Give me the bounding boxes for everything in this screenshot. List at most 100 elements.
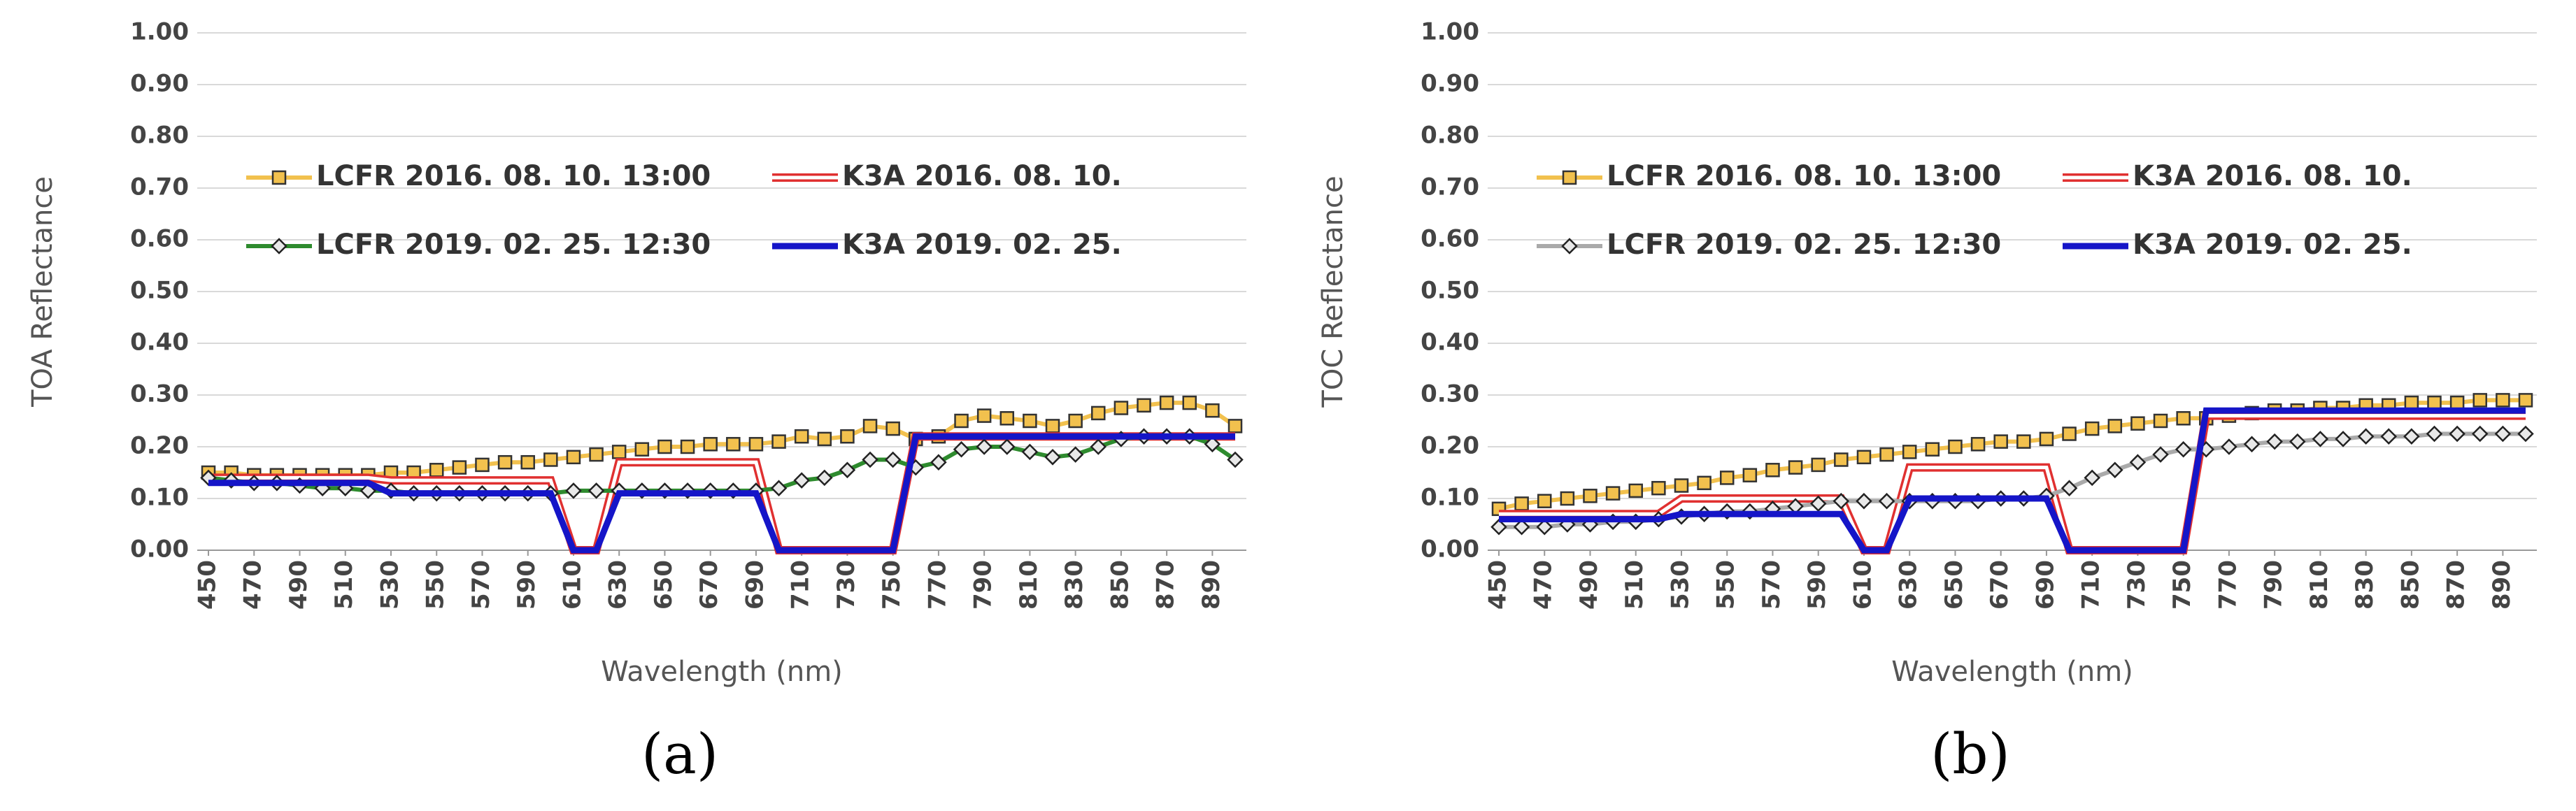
marker bbox=[1227, 451, 1244, 468]
marker bbox=[2335, 431, 2351, 447]
x-tick-label: 650 bbox=[650, 560, 678, 610]
marker bbox=[884, 451, 902, 468]
series-line bbox=[1498, 398, 2526, 511]
marker bbox=[793, 472, 810, 489]
panel-label: (a) bbox=[641, 722, 718, 787]
marker bbox=[1833, 492, 1850, 510]
x-tick-label: 630 bbox=[1895, 560, 1923, 610]
x-tick-label: 490 bbox=[285, 560, 313, 610]
marker bbox=[1068, 413, 1083, 429]
marker bbox=[1925, 442, 1940, 457]
marker bbox=[1536, 518, 1553, 536]
x-tick-label: 570 bbox=[1758, 560, 1786, 610]
marker bbox=[2221, 438, 2237, 455]
legend-label: K3A 2019. 02. 25. bbox=[842, 229, 1122, 261]
x-tick-label: 610 bbox=[558, 560, 586, 610]
marker bbox=[2176, 411, 2191, 426]
x-tick-label: 890 bbox=[1197, 560, 1225, 610]
series-line-inner bbox=[1499, 414, 2526, 552]
x-tick-label: 830 bbox=[1060, 560, 1088, 610]
y-tick-label: 1.00 bbox=[1421, 18, 1479, 46]
x-tick-label: 470 bbox=[239, 560, 267, 610]
x-tick-label: 550 bbox=[1712, 560, 1740, 610]
marker bbox=[520, 454, 535, 470]
marker bbox=[2129, 454, 2147, 471]
marker bbox=[2107, 419, 2123, 433]
x-tick-label: 450 bbox=[194, 560, 222, 610]
marker bbox=[2084, 469, 2100, 487]
x-tick-label: 470 bbox=[1530, 560, 1558, 610]
x-tick-label: 810 bbox=[1015, 560, 1043, 610]
marker bbox=[271, 170, 287, 185]
x-axis-title: Wavelength (nm) bbox=[601, 656, 843, 688]
marker bbox=[1765, 463, 1780, 478]
y-tick-label: 0.50 bbox=[130, 277, 189, 305]
x-tick-label: 710 bbox=[787, 560, 815, 610]
marker bbox=[2518, 393, 2533, 408]
marker bbox=[999, 411, 1015, 426]
x-tick-label: 770 bbox=[2214, 560, 2242, 610]
marker bbox=[1562, 170, 1577, 185]
marker bbox=[771, 434, 786, 449]
marker bbox=[475, 457, 490, 473]
marker bbox=[2517, 425, 2534, 443]
x-tick-label: 730 bbox=[2123, 560, 2151, 610]
marker bbox=[1605, 486, 1621, 501]
marker bbox=[703, 437, 718, 452]
x-tick-label: 730 bbox=[832, 560, 860, 610]
marker bbox=[839, 461, 856, 479]
marker bbox=[429, 463, 444, 478]
series-line bbox=[1499, 407, 2526, 554]
marker bbox=[2426, 425, 2443, 443]
marker bbox=[2471, 425, 2489, 443]
legend-label: K3A 2016. 08. 10. bbox=[2133, 160, 2412, 192]
marker bbox=[1902, 445, 1917, 459]
y-tick-label: 0.00 bbox=[1421, 536, 1479, 564]
marker bbox=[1834, 452, 1849, 467]
marker bbox=[2496, 393, 2510, 408]
marker bbox=[2404, 395, 2419, 410]
x-tick-label: 510 bbox=[330, 560, 358, 610]
marker bbox=[2152, 446, 2169, 463]
marker bbox=[1674, 478, 1689, 493]
marker bbox=[1856, 492, 1872, 510]
x-tick-label: 850 bbox=[2396, 560, 2424, 610]
legend-label: K3A 2019. 02. 25. bbox=[2133, 229, 2412, 261]
y-tick-label: 0.90 bbox=[1421, 70, 1479, 98]
marker bbox=[2266, 433, 2283, 450]
x-tick-label: 490 bbox=[1575, 560, 1603, 610]
y-tick-label: 0.00 bbox=[130, 536, 189, 564]
y-tick-label: 0.70 bbox=[130, 173, 189, 201]
x-tick-label: 530 bbox=[1666, 560, 1694, 610]
marker bbox=[1697, 475, 1712, 491]
marker bbox=[2357, 428, 2375, 445]
marker bbox=[817, 431, 832, 447]
x-tick-label: 830 bbox=[2351, 560, 2379, 610]
y-tick-label: 0.60 bbox=[1421, 225, 1479, 253]
marker bbox=[2449, 395, 2465, 410]
y-tick-label: 0.10 bbox=[1421, 484, 1479, 512]
x-tick-label: 530 bbox=[376, 560, 404, 610]
marker bbox=[748, 437, 764, 452]
marker bbox=[1021, 443, 1039, 461]
x-tick-label: 870 bbox=[2442, 560, 2470, 610]
x-tick-label: 690 bbox=[2031, 560, 2059, 610]
x-tick-label: 670 bbox=[1986, 560, 2014, 610]
marker bbox=[1182, 395, 1197, 410]
marker bbox=[930, 454, 947, 471]
x-tick-label: 670 bbox=[695, 560, 723, 610]
x-tick-label: 590 bbox=[513, 560, 541, 610]
marker bbox=[794, 429, 809, 444]
chart: 0.00 0.10 0.20 0.30 0.40 0.50 0.60 0.70 0.80 0.90… bbox=[27, 18, 1246, 787]
marker bbox=[2062, 426, 2077, 441]
marker bbox=[2472, 393, 2488, 408]
y-tick-label: 0.80 bbox=[130, 122, 189, 150]
marker bbox=[589, 447, 604, 462]
marker bbox=[1742, 468, 1758, 482]
marker bbox=[1090, 438, 1107, 455]
marker bbox=[588, 482, 605, 499]
marker bbox=[1044, 449, 1061, 466]
y-tick-label: 0.60 bbox=[130, 225, 189, 253]
marker bbox=[1811, 457, 1826, 473]
marker bbox=[271, 238, 287, 254]
